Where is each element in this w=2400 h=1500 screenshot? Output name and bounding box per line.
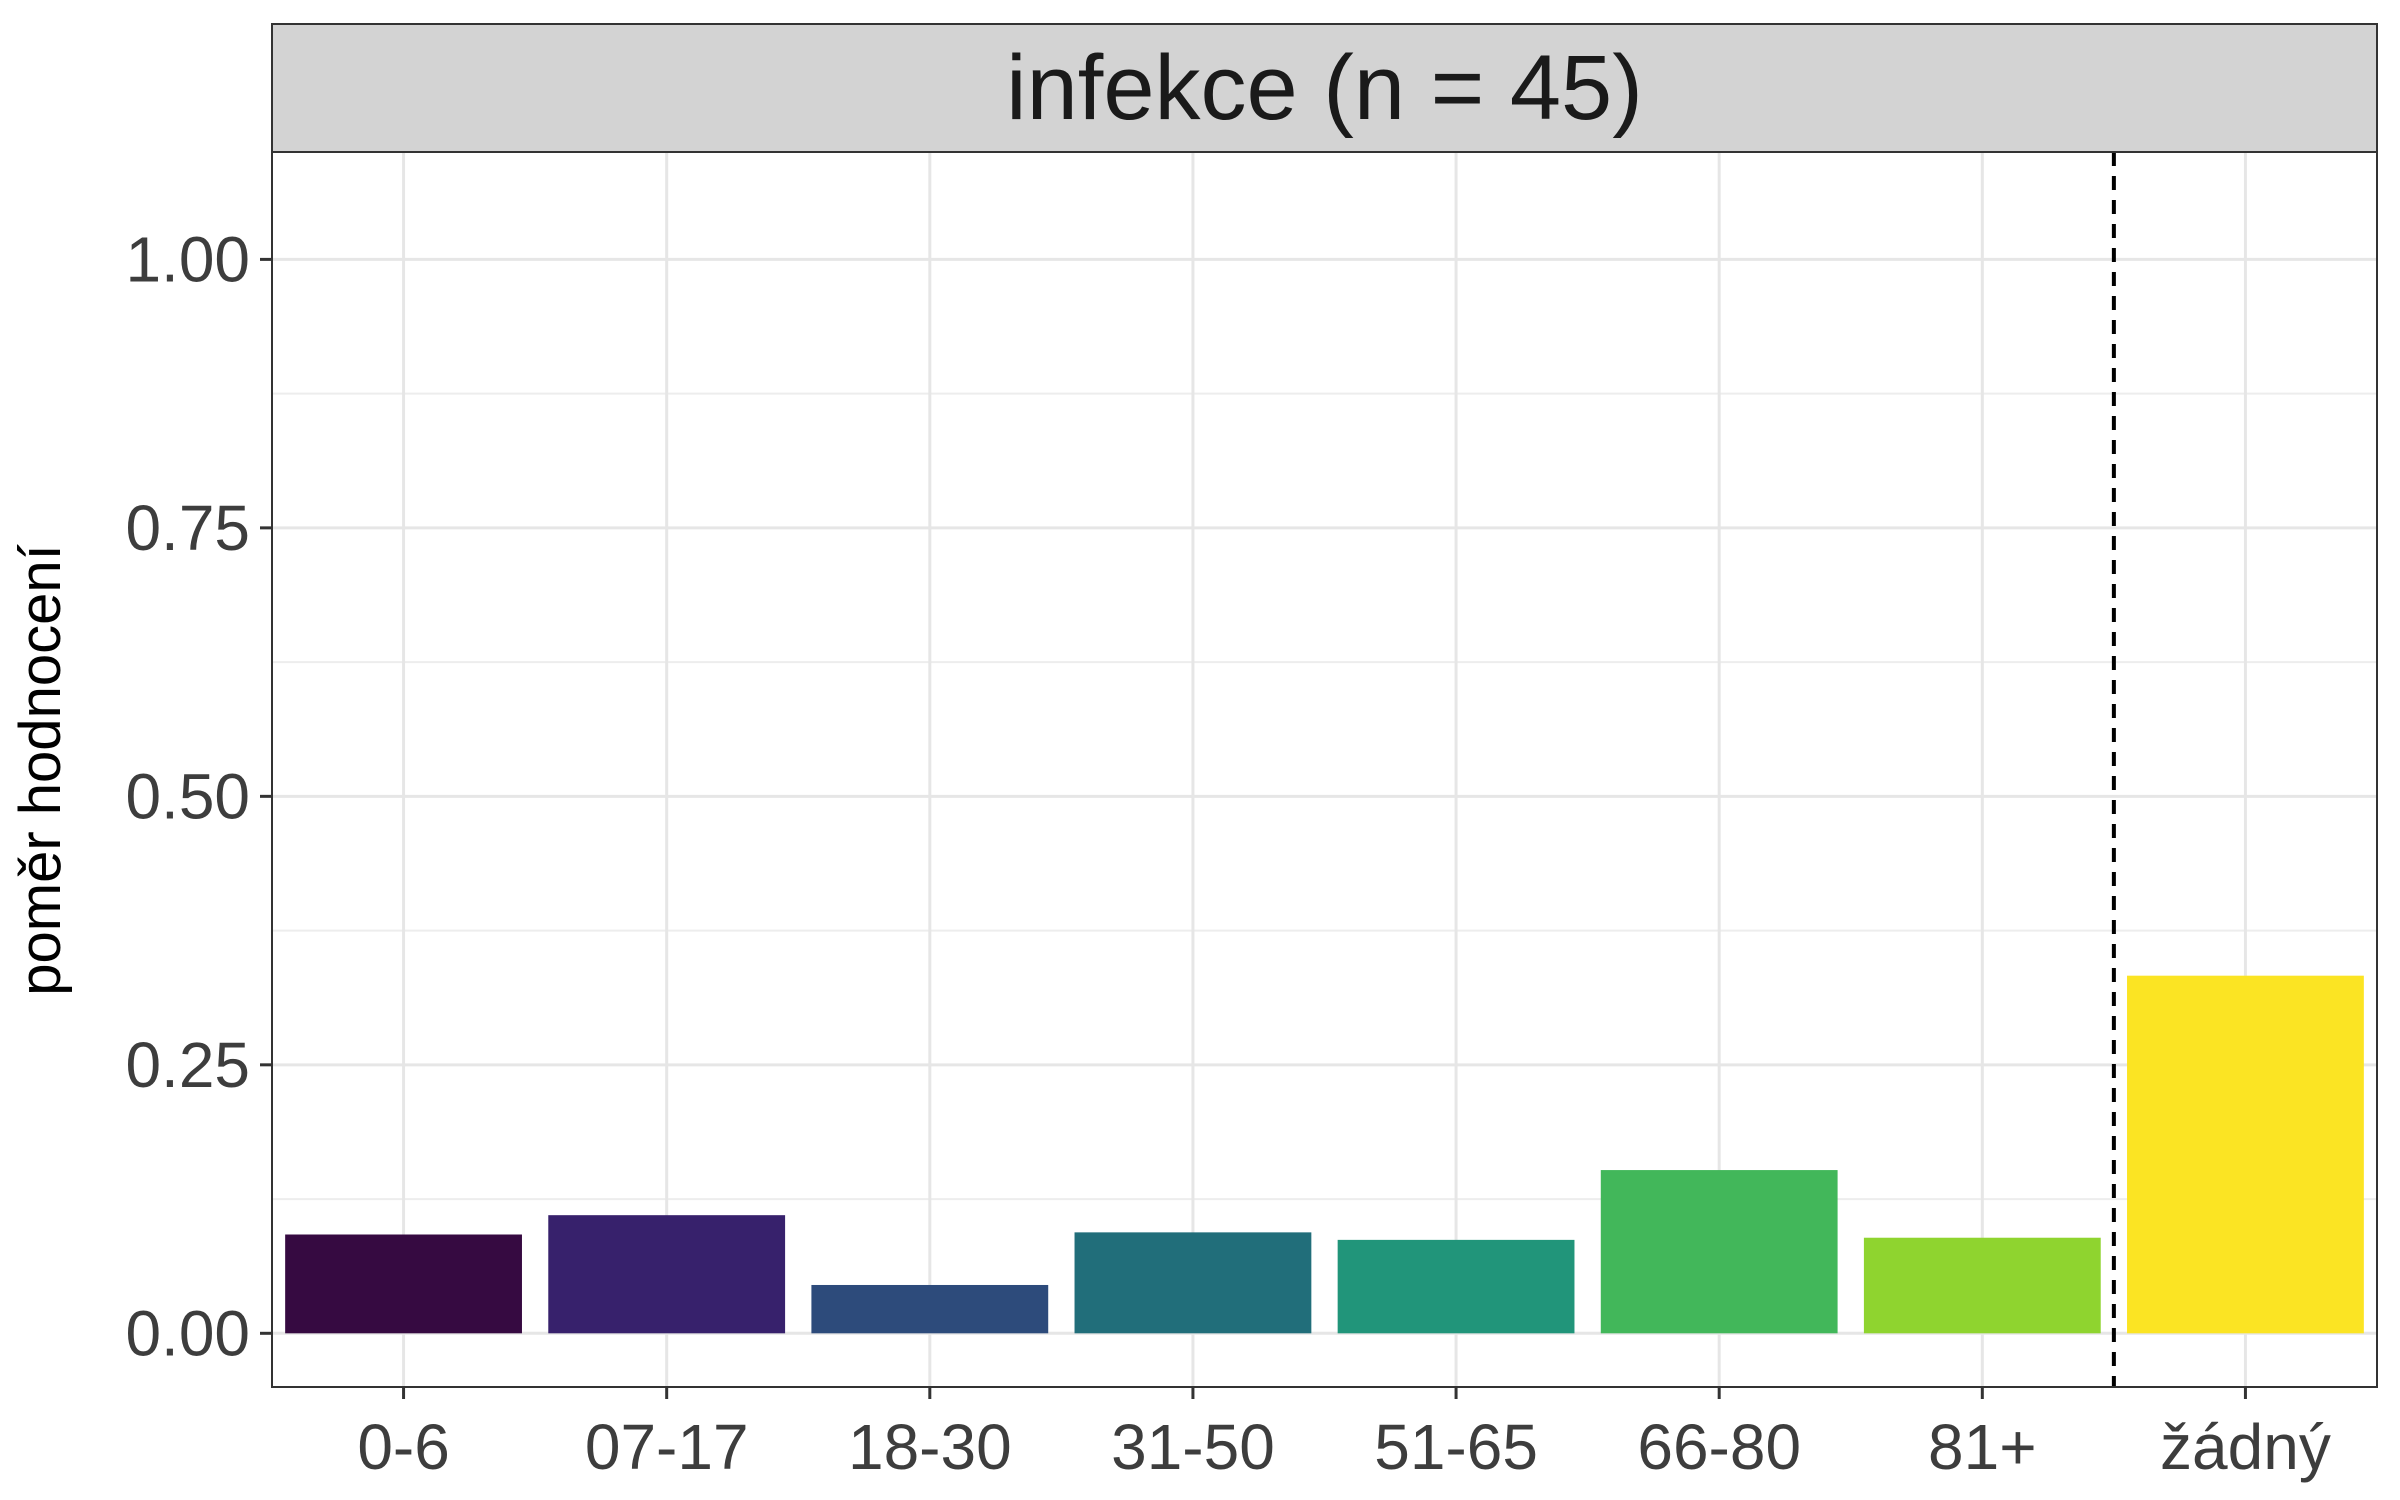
facet-strip-background [271, 23, 2378, 153]
y-axis-title: poměr hodnocení [8, 544, 73, 995]
bars [285, 975, 2364, 1334]
x-tick-label: 51-65 [1374, 1411, 1538, 1483]
x-tick-label: 0-6 [357, 1411, 450, 1483]
facet-strip-title: infekce (n = 45) [1006, 37, 1643, 139]
bar-18-30 [811, 1284, 1049, 1334]
x-tick-label: 18-30 [848, 1411, 1012, 1483]
x-tick-label: 81+ [1928, 1411, 2037, 1483]
y-tick-label: 1.00 [125, 223, 250, 295]
x-axis: 0-6 07-17 18-30 31-50 51-65 66-80 81+ žádný [357, 1387, 2331, 1483]
bar-31-50 [1074, 1232, 1312, 1334]
minor-gridlines [272, 392, 2377, 1201]
x-tick-label: 07-17 [585, 1411, 749, 1483]
plot-panel-background [272, 152, 2377, 1387]
y-tick-label: 0.00 [125, 1297, 250, 1369]
x-tick-label: 31-50 [1111, 1411, 1275, 1483]
bar-81+ [1863, 1237, 2101, 1334]
y-tick-label: 0.75 [125, 492, 250, 564]
bar-07-17 [548, 1215, 786, 1334]
y-tick-label: 0.50 [125, 760, 250, 832]
bar-žádný [2127, 975, 2364, 1334]
bar-0-6 [285, 1234, 522, 1334]
y-axis: 0.00 0.25 0.50 0.75 1.00 [125, 223, 272, 1369]
x-tick-label: žádný [2160, 1411, 2331, 1483]
major-gridlines [272, 152, 2377, 1387]
facet-strip: infekce (n = 45) [271, 23, 2378, 153]
y-tick-label: 0.25 [125, 1029, 250, 1101]
x-tick-label: 66-80 [1637, 1411, 1801, 1483]
bar-51-65 [1337, 1239, 1575, 1334]
bar-66-80 [1600, 1170, 1838, 1334]
